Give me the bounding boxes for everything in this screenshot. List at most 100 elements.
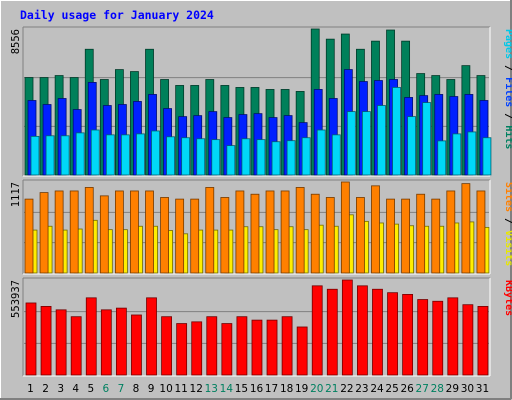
bar-pages-15 [241,138,251,176]
bar-sites-9 [145,190,154,274]
bar-pages-8 [136,133,145,176]
bar-sites-24 [371,185,380,274]
bar-sites-16 [250,193,260,274]
bar-sites-29 [446,190,456,274]
series-sites [24,181,486,274]
bar-sites-3 [54,190,64,274]
bar-pages-6 [105,134,115,176]
x-tick-label: 12 [190,383,203,395]
bar-sites-17 [265,190,275,274]
x-tick-label: 6 [103,383,110,395]
bar-pages-27 [422,102,432,176]
bar-sites-7 [114,190,124,274]
legend-part: KBytes [503,280,512,316]
bar-pages-28 [437,140,447,176]
bar-kbytes-29 [447,297,459,376]
bar-pages-17 [271,141,281,176]
x-tick-label: 28 [431,383,444,395]
bar-pages-29 [452,133,462,176]
panel-visits-sites: 1117 Sites / Visits [10,179,512,275]
x-tick-label: 4 [72,383,79,395]
x-tick-label: 26 [400,383,414,395]
x-tick-label: 2 [42,383,49,395]
bar-sites-12 [190,198,200,274]
x-tick-label: 16 [250,383,264,395]
bar-pages-5 [90,129,100,176]
bar-pages-3 [60,135,70,176]
bar-kbytes-11 [176,323,188,376]
bar-sites-18 [280,190,290,274]
x-tick-label: 1 [27,383,34,395]
bar-kbytes-19 [296,326,308,376]
x-tick-label: 3 [57,383,64,395]
x-tick-label: 14 [220,383,234,395]
x-tick-label: 10 [159,383,172,395]
series-kbytes [25,279,489,376]
bar-kbytes-21 [326,288,338,376]
chart-title: Daily usage for January 2024 [20,8,214,22]
x-tick-label: 11 [174,383,187,395]
x-tick-label: 13 [205,383,218,395]
x-tick-label: 7 [118,383,125,395]
bar-sites-26 [401,198,411,274]
bar-sites-20 [310,193,320,274]
bar-sites-10 [160,197,169,274]
bar-kbytes-28 [432,300,444,376]
bar-kbytes-1 [25,302,37,376]
x-tick-label: 17 [265,383,278,395]
bar-sites-30 [461,183,471,274]
bar-kbytes-30 [462,304,474,376]
x-tick-label: 8 [133,383,140,395]
bar-sites-4 [69,190,79,274]
bar-pages-7 [120,134,130,176]
series-pages [30,87,492,176]
legend-part: Sites [503,182,512,212]
bar-sites-13 [205,187,215,274]
bar-pages-30 [467,131,477,176]
bar-kbytes-22 [341,279,353,376]
bar-sites-1 [24,198,34,274]
y-axis-max-label: 1117 [10,182,22,207]
bar-pages-19 [301,137,311,176]
bar-sites-28 [431,198,441,274]
bar-pages-10 [166,136,175,176]
bar-sites-23 [356,197,365,274]
bar-kbytes-12 [191,321,203,376]
bar-kbytes-17 [266,319,278,376]
bar-kbytes-5 [85,297,97,376]
bar-kbytes-6 [100,309,112,376]
legend-part: / [503,212,512,230]
bar-sites-27 [416,193,426,274]
bar-kbytes-26 [402,293,414,376]
bar-pages-11 [181,137,191,176]
bar-pages-12 [196,138,206,176]
bar-kbytes-7 [115,307,127,376]
bar-sites-8 [130,190,139,274]
bar-pages-26 [407,116,417,176]
x-tick-label: 19 [295,383,308,395]
series-legend-label: Sites / Visits [503,182,512,266]
bar-pages-4 [75,132,85,176]
bar-kbytes-15 [236,316,248,376]
bar-pages-20 [316,129,326,176]
bar-sites-19 [295,187,305,274]
bar-pages-21 [331,134,341,176]
bar-kbytes-4 [70,316,82,376]
bar-kbytes-8 [131,314,142,376]
bar-kbytes-31 [477,305,489,376]
x-tick-label: 20 [310,383,323,395]
x-tick-label: 21 [325,383,338,395]
bar-sites-25 [386,198,395,274]
bar-sites-31 [476,190,486,274]
x-tick-label: 9 [148,383,155,395]
bar-sites-15 [235,190,245,274]
bar-kbytes-9 [146,297,157,376]
bar-kbytes-3 [55,309,67,376]
bar-sites-21 [325,197,335,274]
bar-pages-9 [151,130,160,176]
bar-sites-6 [99,195,109,274]
bar-sites-11 [175,198,185,274]
x-tick-label: 27 [416,383,429,395]
